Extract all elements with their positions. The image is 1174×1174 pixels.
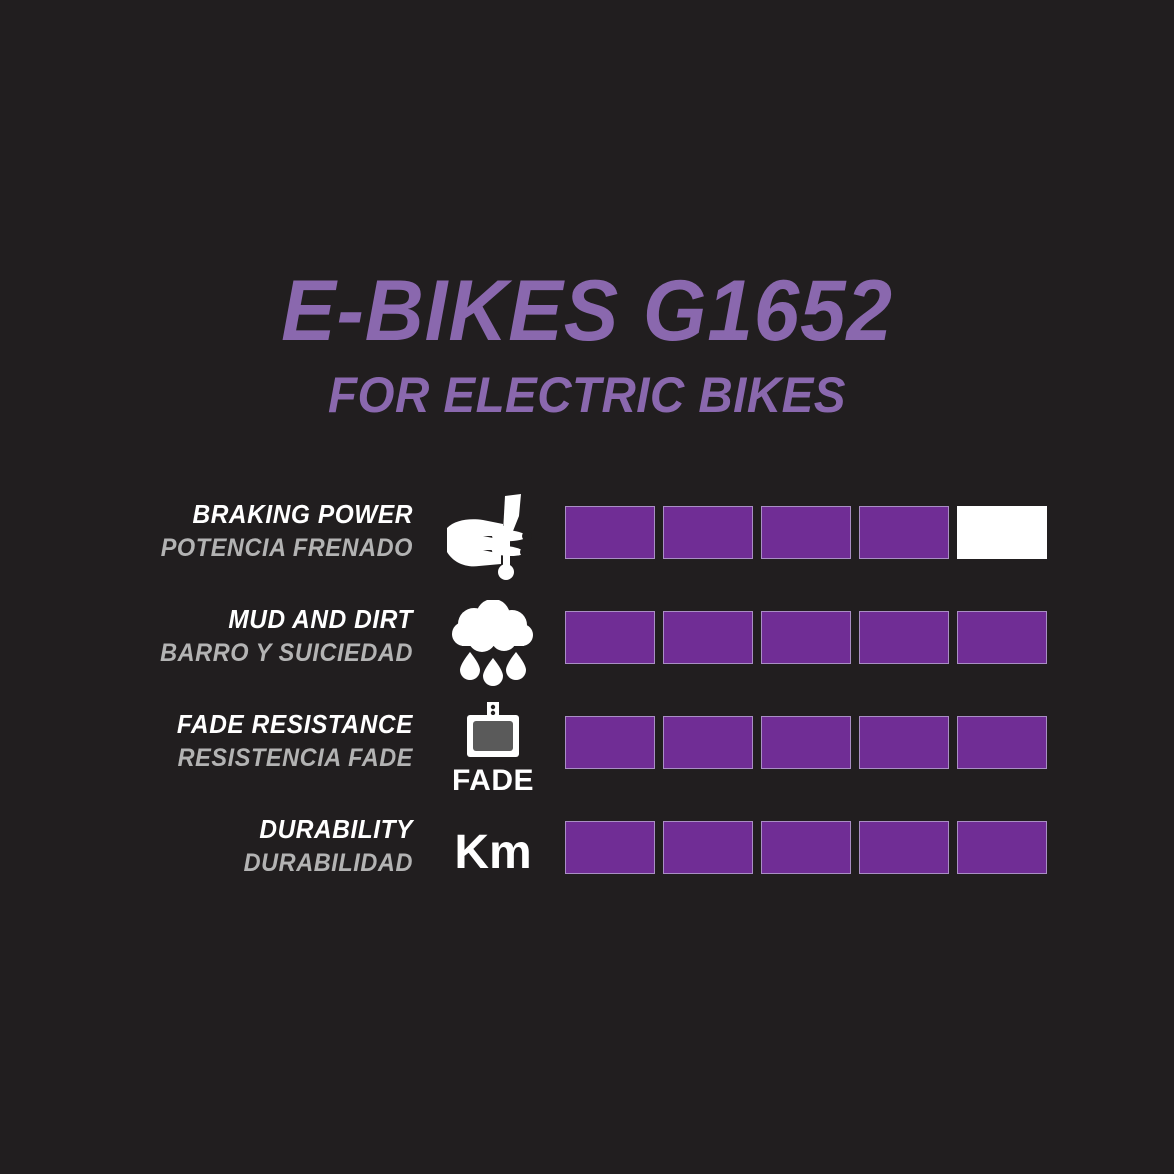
rating-segment (859, 716, 949, 769)
rating-bar-durability (565, 821, 1059, 874)
rating-segment (761, 716, 851, 769)
spec-labels: MUD AND DIRT BARRO Y SUICIEDAD (0, 593, 413, 668)
rating-segment (761, 506, 851, 559)
rating-segment (663, 716, 753, 769)
spec-labels: BRAKING POWER POTENCIA FRENADO (0, 488, 413, 563)
rating-segment (565, 716, 655, 769)
spec-row-durability: DURABILITY DURABILIDAD Km (0, 803, 1174, 908)
rating-segment (957, 716, 1047, 769)
spec-row-mud-and-dirt: MUD AND DIRT BARRO Y SUICIEDAD (0, 593, 1174, 698)
rating-segment (663, 821, 753, 874)
title-block: E-BIKES G1652 FOR ELECTRIC BIKES (0, 268, 1174, 420)
rating-segment (859, 611, 949, 664)
spec-label-es: POTENCIA FRENADO (160, 533, 413, 562)
spec-labels: DURABILITY DURABILIDAD (0, 803, 413, 878)
rating-segment (761, 821, 851, 874)
rating-bar-braking-power (565, 506, 1059, 559)
rating-segment (957, 821, 1047, 874)
rating-segment (859, 506, 949, 559)
spec-label-es: BARRO Y SUICIEDAD (160, 638, 413, 667)
rating-segment (565, 611, 655, 664)
km-text-icon: Km (454, 826, 532, 879)
rating-bar-mud-and-dirt (565, 611, 1059, 664)
spec-label-en: BRAKING POWER (192, 499, 413, 529)
rain-cloud-icon (448, 600, 538, 686)
brake-pad-icon (462, 702, 524, 764)
page-title: E-BIKES G1652 (281, 263, 893, 359)
page-subtitle: FOR ELECTRIC BIKES (328, 367, 846, 423)
rating-segment (663, 506, 753, 559)
hand-brake-lever-icon (445, 492, 541, 584)
rating-segment-empty (957, 506, 1047, 559)
rain-cloud-icon-cell (437, 593, 549, 693)
spec-row-fade-resistance: FADE RESISTANCE RESISTENCIA FADE (0, 698, 1174, 803)
spec-label-en: MUD AND DIRT (228, 604, 413, 634)
rating-segment (957, 611, 1047, 664)
spec-labels: FADE RESISTANCE RESISTENCIA FADE (0, 698, 413, 773)
rating-segment (761, 611, 851, 664)
brake-pad-icon-cell: FADE (437, 698, 549, 802)
spec-rows: BRAKING POWER POTENCIA FRENADO (0, 488, 1174, 908)
spec-label-es: RESISTENCIA FADE (177, 743, 413, 772)
spec-label-en: DURABILITY (259, 814, 413, 844)
rating-segment (565, 821, 655, 874)
rating-bar-fade-resistance (565, 716, 1059, 769)
km-text-icon-cell: Km (437, 803, 549, 903)
rating-segment (663, 611, 753, 664)
rating-segment (859, 821, 949, 874)
brake-pad-icon-caption: FADE (451, 764, 534, 797)
spec-label-es: DURABILIDAD (243, 848, 413, 877)
hand-brake-lever-icon-cell (437, 488, 549, 588)
spec-label-en: FADE RESISTANCE (176, 709, 413, 739)
rating-segment (565, 506, 655, 559)
spec-row-braking-power: BRAKING POWER POTENCIA FRENADO (0, 488, 1174, 593)
